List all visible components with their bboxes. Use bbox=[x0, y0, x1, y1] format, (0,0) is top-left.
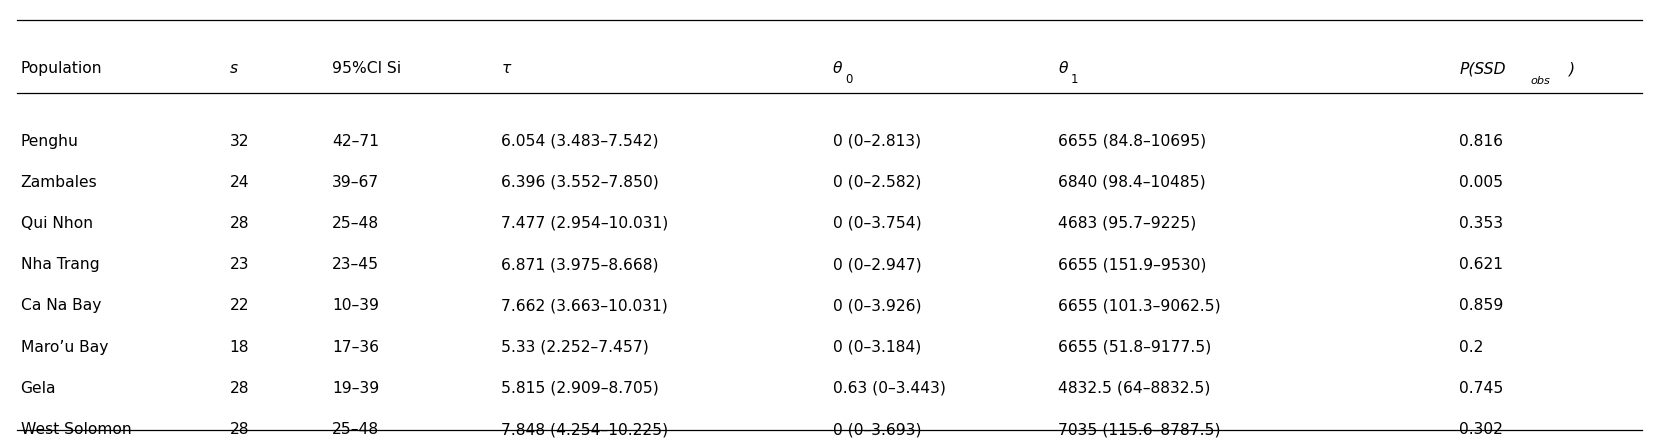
Text: 0.353: 0.353 bbox=[1460, 216, 1503, 231]
Text: 0 (0–3.184): 0 (0–3.184) bbox=[833, 340, 921, 355]
Text: 0.621: 0.621 bbox=[1460, 257, 1503, 272]
Text: 6655 (51.8–9177.5): 6655 (51.8–9177.5) bbox=[1058, 340, 1211, 355]
Text: 32: 32 bbox=[229, 133, 249, 149]
Text: 7.848 (4.254–10.225): 7.848 (4.254–10.225) bbox=[501, 422, 669, 437]
Text: 28: 28 bbox=[229, 216, 249, 231]
Text: ): ) bbox=[1569, 61, 1574, 76]
Text: 6655 (84.8–10695): 6655 (84.8–10695) bbox=[1058, 133, 1206, 149]
Text: s: s bbox=[229, 61, 237, 76]
Text: 0 (0–3.693): 0 (0–3.693) bbox=[833, 422, 921, 437]
Text: 42–71: 42–71 bbox=[332, 133, 380, 149]
Text: 6.054 (3.483–7.542): 6.054 (3.483–7.542) bbox=[501, 133, 659, 149]
Text: Population: Population bbox=[20, 61, 103, 76]
Text: 0: 0 bbox=[844, 73, 853, 86]
Text: Qui Nhon: Qui Nhon bbox=[20, 216, 93, 231]
Text: 0.63 (0–3.443): 0.63 (0–3.443) bbox=[833, 381, 946, 396]
Text: Penghu: Penghu bbox=[20, 133, 78, 149]
Text: 0.859: 0.859 bbox=[1460, 298, 1503, 313]
Text: 23–45: 23–45 bbox=[332, 257, 380, 272]
Text: 39–67: 39–67 bbox=[332, 175, 380, 190]
Text: Zambales: Zambales bbox=[20, 175, 98, 190]
Text: 0.005: 0.005 bbox=[1460, 175, 1503, 190]
Text: 24: 24 bbox=[229, 175, 249, 190]
Text: 0.745: 0.745 bbox=[1460, 381, 1503, 396]
Text: τ: τ bbox=[501, 61, 511, 76]
Text: Ca Na Bay: Ca Na Bay bbox=[20, 298, 101, 313]
Text: 7.477 (2.954–10.031): 7.477 (2.954–10.031) bbox=[501, 216, 669, 231]
Text: obs: obs bbox=[1531, 76, 1551, 86]
Text: 17–36: 17–36 bbox=[332, 340, 380, 355]
Text: 4832.5 (64–8832.5): 4832.5 (64–8832.5) bbox=[1058, 381, 1211, 396]
Text: 5.815 (2.909–8.705): 5.815 (2.909–8.705) bbox=[501, 381, 659, 396]
Text: 23: 23 bbox=[229, 257, 249, 272]
Text: Maro’u Bay: Maro’u Bay bbox=[20, 340, 108, 355]
Text: 25–48: 25–48 bbox=[332, 422, 380, 437]
Text: 6.871 (3.975–8.668): 6.871 (3.975–8.668) bbox=[501, 257, 659, 272]
Text: 0 (0–3.926): 0 (0–3.926) bbox=[833, 298, 921, 313]
Text: Gela: Gela bbox=[20, 381, 56, 396]
Text: θ: θ bbox=[1058, 61, 1068, 76]
Text: 7.662 (3.663–10.031): 7.662 (3.663–10.031) bbox=[501, 298, 669, 313]
Text: 0 (0–2.813): 0 (0–2.813) bbox=[833, 133, 921, 149]
Text: 7035 (115.6–8787.5): 7035 (115.6–8787.5) bbox=[1058, 422, 1221, 437]
Text: 0 (0–2.582): 0 (0–2.582) bbox=[833, 175, 921, 190]
Text: 5.33 (2.252–7.457): 5.33 (2.252–7.457) bbox=[501, 340, 649, 355]
Text: 25–48: 25–48 bbox=[332, 216, 380, 231]
Text: West Solomon: West Solomon bbox=[20, 422, 131, 437]
Text: 10–39: 10–39 bbox=[332, 298, 380, 313]
Text: 1: 1 bbox=[1070, 73, 1078, 86]
Text: 0.816: 0.816 bbox=[1460, 133, 1503, 149]
Text: 0.2: 0.2 bbox=[1460, 340, 1483, 355]
Text: 22: 22 bbox=[229, 298, 249, 313]
Text: 4683 (95.7–9225): 4683 (95.7–9225) bbox=[1058, 216, 1196, 231]
Text: P(SSD: P(SSD bbox=[1460, 61, 1506, 76]
Text: 95%Cl Si: 95%Cl Si bbox=[332, 61, 401, 76]
Text: 28: 28 bbox=[229, 422, 249, 437]
Text: 0 (0–2.947): 0 (0–2.947) bbox=[833, 257, 921, 272]
Text: 6840 (98.4–10485): 6840 (98.4–10485) bbox=[1058, 175, 1206, 190]
Text: Nha Trang: Nha Trang bbox=[20, 257, 100, 272]
Text: 0 (0–3.754): 0 (0–3.754) bbox=[833, 216, 921, 231]
Text: 19–39: 19–39 bbox=[332, 381, 380, 396]
Text: 6.396 (3.552–7.850): 6.396 (3.552–7.850) bbox=[501, 175, 659, 190]
Text: 6655 (151.9–9530): 6655 (151.9–9530) bbox=[1058, 257, 1206, 272]
Text: 18: 18 bbox=[229, 340, 249, 355]
Text: 6655 (101.3–9062.5): 6655 (101.3–9062.5) bbox=[1058, 298, 1221, 313]
Text: 28: 28 bbox=[229, 381, 249, 396]
Text: θ: θ bbox=[833, 61, 843, 76]
Text: 0.302: 0.302 bbox=[1460, 422, 1503, 437]
